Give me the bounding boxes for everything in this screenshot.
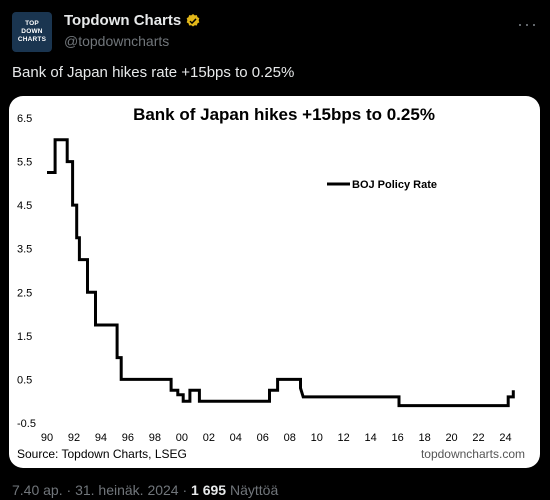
x-tick-label: 10: [311, 432, 323, 444]
boj-rate-chart: Bank of Japan hikes +15bps to 0.25% 6.5 5…: [17, 105, 525, 461]
meta-separator: ·: [66, 482, 72, 498]
legend-label: BOJ Policy Rate: [352, 179, 437, 191]
x-tick-label: 20: [445, 432, 457, 444]
x-tick-label: 06: [257, 432, 269, 444]
x-tick-label: 04: [230, 432, 242, 444]
chart-watermark: topdowncharts.com: [421, 447, 525, 461]
chart-image[interactable]: Bank of Japan hikes +15bps to 0.25% 6.5 5…: [9, 96, 540, 468]
x-tick-label: 98: [149, 432, 161, 444]
tweet-date[interactable]: 31. heinäk. 2024: [75, 482, 179, 498]
avatar[interactable]: TOP DOWN CHARTS: [12, 12, 52, 52]
avatar-line: DOWN: [21, 28, 43, 35]
tweet-time[interactable]: 7.40 ap.: [12, 482, 63, 498]
x-tick-label: 16: [392, 432, 404, 444]
x-tick-label: 90: [41, 432, 53, 444]
tweet-meta: 7.40 ap. · 31. heinäk. 2024 · 1 695 Näyt…: [12, 482, 278, 498]
avatar-line: CHARTS: [17, 36, 47, 43]
x-tick-label: 94: [95, 432, 107, 444]
y-tick-label: 1.5: [17, 331, 32, 343]
x-axis: 90 92 94 96 98 00 02 04 06 08 10 12 14 16 18 20 22 24: [41, 432, 512, 444]
avatar-line: TOP: [25, 20, 39, 27]
name-row: Topdown Charts: [64, 12, 201, 29]
verified-badge-icon: [186, 13, 200, 27]
legend: BOJ Policy Rate: [327, 179, 437, 191]
x-tick-label: 22: [472, 432, 484, 444]
x-tick-label: 02: [203, 432, 215, 444]
y-tick-label: 3.5: [17, 244, 32, 256]
y-axis: 6.5 5.5 4.5 3.5 2.5 1.5 0.5 -0.5: [17, 113, 36, 430]
user-handle[interactable]: @topdowncharts: [64, 33, 170, 49]
views-label: Näyttöä: [229, 482, 279, 498]
x-tick-label: 24: [499, 432, 511, 444]
chart-title: Bank of Japan hikes +15bps to 0.25%: [133, 105, 435, 124]
y-tick-label: 6.5: [17, 113, 32, 125]
meta-separator: ·: [182, 482, 188, 498]
x-tick-label: 96: [122, 432, 134, 444]
y-tick-label: 0.5: [17, 374, 32, 386]
x-tick-label: 92: [68, 432, 80, 444]
chart-source: Source: Topdown Charts, LSEG: [17, 447, 187, 461]
y-tick-label: -0.5: [17, 418, 36, 430]
more-horizontal-icon[interactable]: ···: [517, 14, 538, 34]
x-tick-label: 18: [418, 432, 430, 444]
y-tick-label: 2.5: [17, 287, 32, 299]
series-line-boj-policy-rate: [47, 138, 515, 408]
y-tick-label: 4.5: [17, 200, 32, 212]
views-count: 1 695: [191, 482, 227, 498]
x-tick-label: 00: [176, 432, 188, 444]
tweet-text: Bank of Japan hikes rate +15bps to 0.25%: [12, 64, 295, 81]
display-name[interactable]: Topdown Charts: [64, 12, 182, 29]
x-tick-label: 08: [284, 432, 296, 444]
y-tick-label: 5.5: [17, 157, 32, 169]
x-tick-label: 12: [338, 432, 350, 444]
x-tick-label: 14: [365, 432, 377, 444]
tweet-header: TOP DOWN CHARTS Topdown Charts @topdownc…: [12, 12, 538, 52]
